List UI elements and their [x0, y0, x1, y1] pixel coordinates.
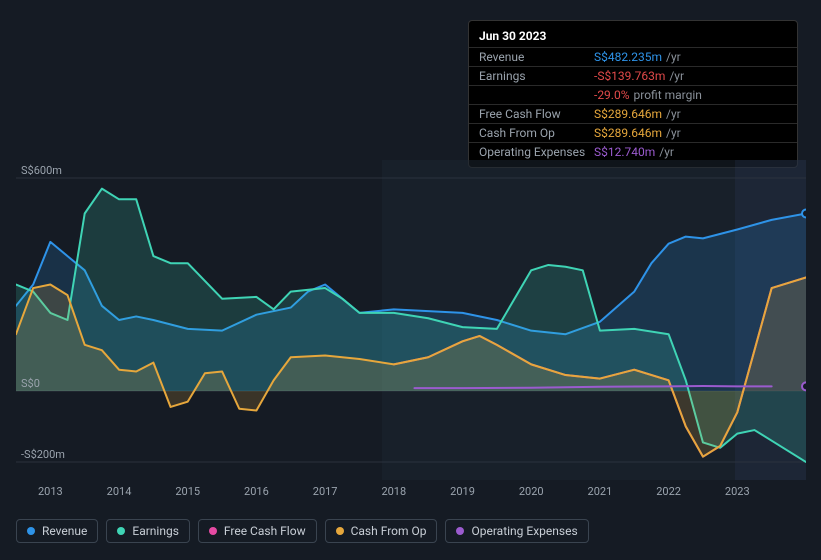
- tooltip-row-label: [479, 88, 594, 102]
- x-axis-label: 2015: [175, 485, 200, 498]
- tooltip-row-suffix: /yr: [666, 107, 681, 121]
- tooltip-row-value: S$482.235m: [594, 50, 662, 64]
- tooltip-row-label: Revenue: [479, 50, 594, 64]
- legend-label: Revenue: [42, 524, 87, 538]
- tooltip-row: Earnings-S$139.763m/yr: [469, 66, 797, 85]
- legend-label: Free Cash Flow: [224, 524, 306, 538]
- legend-label: Operating Expenses: [471, 524, 577, 538]
- tooltip-row-value: S$12.740m: [594, 145, 655, 159]
- tooltip-row-value: S$289.646m: [594, 126, 662, 140]
- tooltip-row-label: Earnings: [479, 69, 594, 83]
- tooltip-row: Operating ExpensesS$12.740m/yr: [469, 142, 797, 161]
- x-axis-label: 2023: [725, 485, 750, 498]
- legend-item-operating-expenses[interactable]: Operating Expenses: [445, 519, 588, 543]
- x-axis-label: 2020: [519, 485, 544, 498]
- x-axis-label: 2013: [38, 485, 63, 498]
- legend-label: Cash From Op: [351, 524, 427, 538]
- financial-chart[interactable]: S$600m S$0 -S$200m: [16, 160, 806, 480]
- tooltip-row-value: S$289.646m: [594, 107, 662, 121]
- chart-tooltip: Jun 30 2023 RevenueS$482.235m/yrEarnings…: [468, 20, 798, 168]
- tooltip-row: Cash From OpS$289.646m/yr: [469, 123, 797, 142]
- y-axis-label: S$600m: [21, 164, 62, 177]
- tooltip-row-label: Operating Expenses: [479, 145, 594, 159]
- x-axis-label: 2014: [107, 485, 132, 498]
- chart-legend: Revenue Earnings Free Cash Flow Cash From O…: [16, 519, 589, 543]
- tooltip-row-label: Free Cash Flow: [479, 107, 594, 121]
- x-axis-label: 2022: [656, 485, 681, 498]
- x-axis-label: 2017: [313, 485, 338, 498]
- tooltip-row-value: -29.0%: [594, 88, 630, 102]
- tooltip-row-label: Cash From Op: [479, 126, 594, 140]
- tooltip-row: Free Cash FlowS$289.646m/yr: [469, 104, 797, 123]
- tooltip-row-suffix: /yr: [669, 69, 684, 83]
- tooltip-row-value: -S$139.763m: [594, 69, 665, 83]
- legend-dot-icon: [336, 527, 344, 535]
- legend-item-free-cash-flow[interactable]: Free Cash Flow: [198, 519, 317, 543]
- legend-label: Earnings: [132, 524, 179, 538]
- chart-svg: [16, 160, 806, 480]
- legend-item-earnings[interactable]: Earnings: [106, 519, 190, 543]
- tooltip-row-suffix: /yr: [659, 145, 674, 159]
- x-axis-label: 2016: [244, 485, 269, 498]
- tooltip-row: -29.0% profit margin: [469, 85, 797, 104]
- legend-dot-icon: [117, 527, 125, 535]
- tooltip-date: Jun 30 2023: [469, 27, 797, 47]
- tooltip-row-suffix: /yr: [666, 126, 681, 140]
- y-axis-label: -S$200m: [21, 448, 65, 461]
- x-axis-label: 2021: [588, 485, 613, 498]
- legend-item-cash-from-op[interactable]: Cash From Op: [325, 519, 438, 543]
- tooltip-row-suffix: /yr: [666, 50, 681, 64]
- legend-dot-icon: [27, 527, 35, 535]
- x-axis-label: 2019: [450, 485, 475, 498]
- tooltip-row-suffix: profit margin: [634, 88, 702, 102]
- legend-dot-icon: [209, 527, 217, 535]
- x-axis-label: 2018: [381, 485, 406, 498]
- tooltip-row: RevenueS$482.235m/yr: [469, 47, 797, 66]
- legend-dot-icon: [456, 527, 464, 535]
- y-axis-label: S$0: [21, 377, 40, 390]
- legend-item-revenue[interactable]: Revenue: [16, 519, 98, 543]
